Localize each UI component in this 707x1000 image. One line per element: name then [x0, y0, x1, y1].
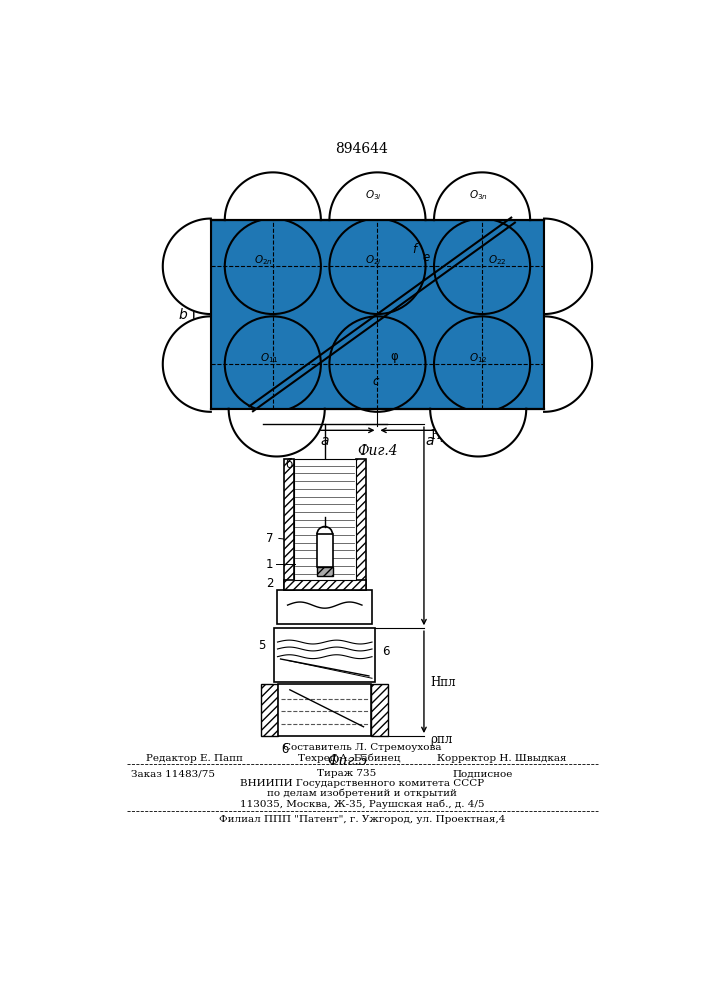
Bar: [279, 684, 371, 736]
Bar: [284, 459, 293, 590]
Text: Нпл: Нпл: [430, 676, 455, 689]
Text: 894644: 894644: [336, 142, 388, 156]
Text: Заказ 11483/75: Заказ 11483/75: [131, 769, 215, 778]
Bar: [211, 220, 544, 409]
Polygon shape: [430, 409, 526, 456]
Text: б: б: [281, 743, 288, 756]
Bar: [317, 567, 332, 576]
Polygon shape: [544, 219, 592, 314]
Bar: [284, 580, 366, 590]
Text: ВНИИПИ Государственного комитета СССР: ВНИИПИ Государственного комитета СССР: [240, 779, 484, 788]
Text: $O_{3n}$: $O_{3n}$: [469, 189, 488, 202]
Text: b: b: [179, 308, 187, 322]
Text: $O_{22}$: $O_{22}$: [489, 253, 507, 267]
Text: Редактор Е. Папп: Редактор Е. Папп: [146, 754, 243, 763]
Bar: [317, 534, 332, 567]
Text: a: a: [321, 434, 329, 448]
Bar: [274, 628, 375, 682]
Bar: [356, 459, 366, 590]
Text: 113035, Москва, Ж-35, Раушская наб., д. 4/5: 113035, Москва, Ж-35, Раушская наб., д. …: [240, 799, 484, 809]
Bar: [293, 459, 356, 580]
Text: $O_{11}$: $O_{11}$: [259, 351, 279, 365]
Bar: [261, 684, 279, 736]
Text: φ: φ: [391, 350, 398, 363]
Text: a: a: [426, 434, 434, 448]
Text: Корректор Н. Швыдкая: Корректор Н. Швыдкая: [437, 754, 566, 763]
Bar: [277, 590, 372, 624]
Text: f: f: [411, 243, 416, 256]
Text: Нупр: Нупр: [430, 429, 463, 442]
Text: c: c: [373, 375, 379, 388]
Text: 1: 1: [266, 558, 274, 571]
Text: $O_{3i}$: $O_{3i}$: [366, 189, 382, 202]
Polygon shape: [163, 316, 211, 412]
Text: по делам изобретений и открытий: по делам изобретений и открытий: [267, 789, 457, 798]
Polygon shape: [163, 219, 211, 314]
Text: б: б: [285, 458, 292, 471]
Text: Фиг.4: Фиг.4: [357, 444, 398, 458]
Polygon shape: [228, 409, 325, 456]
Text: ρпл: ρпл: [430, 733, 452, 746]
Text: b: b: [179, 238, 187, 252]
Text: 6: 6: [382, 645, 390, 658]
Text: Фиг.5: Фиг.5: [327, 754, 368, 768]
Polygon shape: [225, 172, 321, 220]
Text: Тираж 735: Тираж 735: [317, 769, 376, 778]
Text: e: e: [423, 251, 430, 264]
Polygon shape: [544, 316, 592, 412]
Text: $O_{12}$: $O_{12}$: [469, 351, 488, 365]
Text: Составитель Л. Стремоухова: Составитель Л. Стремоухова: [283, 743, 441, 752]
Text: $O_{2n}$: $O_{2n}$: [254, 253, 273, 267]
Bar: [371, 684, 388, 736]
Polygon shape: [329, 172, 426, 220]
Polygon shape: [434, 172, 530, 220]
Text: 7: 7: [266, 532, 274, 545]
Text: 2: 2: [266, 577, 274, 590]
Text: Техред А. Бабинец: Техред А. Бабинец: [298, 754, 400, 763]
Text: Филиал ППП "Патент", г. Ужгород, ул. Проектная,4: Филиал ППП "Патент", г. Ужгород, ул. Про…: [218, 815, 505, 824]
Text: $O_{2i}$: $O_{2i}$: [366, 253, 382, 267]
Text: 5: 5: [258, 639, 266, 652]
Text: Подписное: Подписное: [452, 769, 513, 778]
Bar: [211, 220, 544, 409]
